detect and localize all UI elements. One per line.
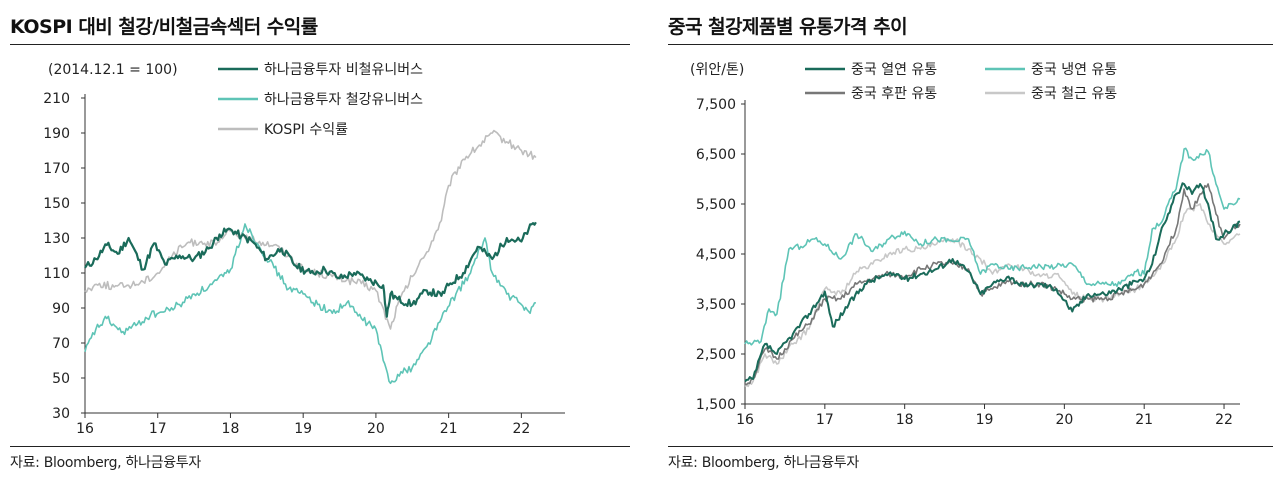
legend-label: 하나금융투자 철강유니버스 (264, 92, 423, 108)
y-tick-label: 1,500 (696, 397, 736, 413)
series-line-하나금융투자-철강유니버스 (84, 223, 536, 385)
legend-label: KOSPI 수익률 (264, 122, 348, 138)
x-tick-label: 17 (816, 412, 834, 428)
legend-label: 중국 철근 유통 (1031, 86, 1117, 102)
y-tick-label: 210 (43, 91, 70, 107)
series-line-중국-열연-유통 (744, 182, 1241, 383)
x-tick-label: 18 (222, 421, 240, 437)
y-tick-label: 3,500 (696, 297, 736, 313)
legend-label: 중국 냉연 유통 (1031, 62, 1117, 78)
y-tick-label: 2,500 (696, 347, 736, 363)
series-line-하나금융투자-비철유니버스 (84, 221, 537, 318)
x-tick-label: 19 (294, 421, 312, 437)
series-line-중국-후판-유통 (744, 183, 1241, 386)
chart2-title: 중국 철강제품별 유통가격 추이 (668, 16, 908, 38)
chart1-unit-note: (2014.12.1 = 100) (48, 62, 178, 78)
x-tick-label: 21 (1135, 412, 1153, 428)
x-tick-label: 18 (896, 412, 914, 428)
legend-label: 중국 열연 유통 (851, 62, 937, 78)
chart2-unit-note: (위안/톤) (690, 62, 744, 78)
y-tick-label: 190 (43, 126, 70, 142)
chart2-title-rule (668, 44, 1273, 45)
chart1-source: 자료: Bloomberg, 하나금융투자 (10, 455, 201, 471)
chart1-title-rule (10, 44, 630, 45)
x-tick-label: 22 (1215, 412, 1233, 428)
y-tick-label: 150 (43, 196, 70, 212)
legend-label: 하나금융투자 비철유니버스 (264, 62, 423, 78)
x-tick-label: 22 (512, 421, 530, 437)
series-line-중국-철근-유통 (744, 203, 1241, 388)
x-tick-label: 17 (149, 421, 167, 437)
y-tick-label: 5,500 (696, 197, 736, 213)
y-tick-label: 50 (52, 371, 70, 387)
x-tick-label: 20 (367, 421, 385, 437)
x-tick-label: 16 (736, 412, 754, 428)
x-tick-label: 21 (440, 421, 458, 437)
x-tick-label: 20 (1055, 412, 1073, 428)
y-tick-label: 170 (43, 161, 70, 177)
y-tick-label: 30 (52, 406, 70, 422)
legend-label: 중국 후판 유통 (851, 86, 937, 102)
x-tick-label: 16 (76, 421, 94, 437)
y-tick-label: 7,500 (696, 97, 736, 113)
x-tick-label: 19 (976, 412, 994, 428)
series-line-중국-냉연-유통 (744, 147, 1241, 346)
chart1-title: KOSPI 대비 철강/비철금속섹터 수익률 (10, 16, 318, 38)
chart2-source: 자료: Bloomberg, 하나금융투자 (668, 455, 859, 471)
chart1-source-rule (10, 446, 630, 447)
y-tick-label: 70 (52, 336, 70, 352)
chart2-source-rule (668, 446, 1273, 447)
y-tick-label: 130 (43, 231, 70, 247)
y-tick-label: 4,500 (696, 247, 736, 263)
y-tick-label: 90 (52, 301, 70, 317)
chart2-plot: (위안/톤) 1,500 2,500 3,500 4,500 5,500 6,500 7,50… (690, 62, 1241, 428)
y-tick-label: 110 (43, 266, 70, 282)
chart1-plot: (2014.12.1 = 100) 30 50 70 90 110 130 150 170 190… (43, 62, 565, 437)
y-tick-label: 6,500 (696, 147, 736, 163)
